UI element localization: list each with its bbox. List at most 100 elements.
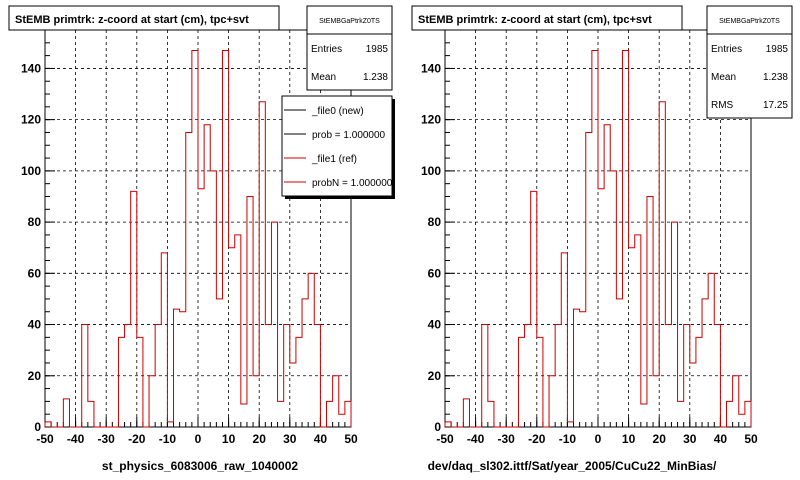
stats-value: 17.25 xyxy=(763,100,788,111)
histogram-bin xyxy=(247,196,253,427)
x-tick-label: 40 xyxy=(714,432,728,446)
histogram-bin xyxy=(482,325,488,427)
histogram-bin xyxy=(702,299,708,427)
stats-label: RMS xyxy=(711,100,734,111)
histogram-bin xyxy=(733,376,739,427)
left-histogram-panel: StEMB primtrk: z-coord at start (cm), tp… xyxy=(8,5,395,473)
histogram-bin xyxy=(222,50,228,427)
right-title-box xyxy=(411,5,683,31)
histogram-bin xyxy=(302,299,308,427)
right-plot-area: 0 20 40 60 80 100 120 140 -50 -40 -30 -20 -10 0 10 20 30… xyxy=(421,29,758,446)
x-tick-label: -20 xyxy=(128,432,146,446)
x-tick-label: 50 xyxy=(344,432,358,446)
y-tick-label: 80 xyxy=(428,215,442,229)
legend-entry: probN = 1.000000 xyxy=(312,178,393,189)
histogram-bin xyxy=(210,171,216,427)
histogram-bin xyxy=(174,309,180,427)
stats-value: 1985 xyxy=(766,44,789,55)
right-histogram-panel: StEMB primtrk: z-coord at start (cm), tp… xyxy=(411,5,793,473)
y-tick-label: 100 xyxy=(421,164,441,178)
histogram-bin xyxy=(684,325,690,427)
x-tick-label: -10 xyxy=(159,432,177,446)
histogram-bin xyxy=(327,401,333,427)
histogram-bin xyxy=(345,401,351,427)
x-tick-label: 0 xyxy=(595,432,602,446)
right-chart-title: StEMB primtrk: z-coord at start (cm), tp… xyxy=(418,14,652,26)
y-tick-label: 140 xyxy=(421,61,441,75)
histogram-bin xyxy=(616,299,622,427)
histogram-bin xyxy=(665,325,671,427)
histogram-bin xyxy=(727,401,733,427)
histogram-bin xyxy=(647,196,653,427)
x-tick-label: -10 xyxy=(559,432,577,446)
histogram-bin xyxy=(714,325,720,427)
stats-label: Entries xyxy=(311,44,342,55)
y-tick-label: 0 xyxy=(434,420,441,434)
y-tick-label: 20 xyxy=(428,369,442,383)
histogram-bin xyxy=(610,171,616,427)
y-tick-label: 20 xyxy=(28,369,42,383)
stats-box-title: StEMBGaPtrkZ0TS xyxy=(719,18,780,25)
histogram-bin xyxy=(561,253,567,427)
histogram-bin xyxy=(88,401,94,427)
histogram-bin xyxy=(678,401,684,427)
histogram-bin xyxy=(555,325,561,427)
histogram-bin xyxy=(241,404,247,427)
histogram-bin xyxy=(229,248,235,427)
stats-box-title: StEMBGaPtrkZ0TS xyxy=(319,18,380,25)
histogram-bin xyxy=(137,337,143,427)
histogram-bin xyxy=(333,376,339,427)
x-tick-label: -40 xyxy=(67,432,85,446)
x-tick-label: 20 xyxy=(653,432,667,446)
x-tick-label: 10 xyxy=(622,432,636,446)
legend-frame xyxy=(281,95,393,197)
stats-label: Entries xyxy=(711,44,742,55)
histogram-bin xyxy=(629,248,635,427)
stats-label: Mean xyxy=(711,72,736,83)
y-tick-label: 120 xyxy=(421,113,441,127)
histogram-bin xyxy=(567,422,573,427)
histogram-bin xyxy=(290,363,296,427)
legend-entry: _file1 (ref) xyxy=(311,154,357,165)
histogram-bin xyxy=(155,325,161,427)
histogram-bin xyxy=(63,399,69,427)
stats-label: Mean xyxy=(311,72,336,83)
histogram-bin xyxy=(265,325,271,427)
x-tick-label: 10 xyxy=(222,432,236,446)
histogram-bin xyxy=(574,309,580,427)
histogram-bin xyxy=(296,337,302,427)
y-tick-label: 60 xyxy=(28,266,42,280)
stats-box-frame xyxy=(706,5,793,119)
histogram-bin xyxy=(580,312,586,427)
histogram-bin xyxy=(284,325,290,427)
x-tick-label: 40 xyxy=(314,432,328,446)
stats-value: 1.238 xyxy=(763,72,788,83)
histogram-bin xyxy=(278,401,284,427)
histogram-bin xyxy=(739,414,745,427)
histogram-bin xyxy=(180,312,186,427)
x-tick-label: -20 xyxy=(528,432,546,446)
histogram-bin xyxy=(45,422,51,427)
right-x-axis-label: dev/daq_sl302.ittf/Sat/year_2005/CuCu22_… xyxy=(428,459,717,473)
legend-entry: _file0 (new) xyxy=(311,106,364,117)
y-tick-label: 140 xyxy=(21,61,41,75)
y-tick-label: 80 xyxy=(28,215,42,229)
histogram-bin xyxy=(314,325,320,427)
histogram-bin xyxy=(259,102,265,427)
histogram-bin xyxy=(445,422,451,427)
x-tick-label: 50 xyxy=(744,432,758,446)
histogram-bin xyxy=(131,191,137,427)
histogram-bin xyxy=(198,189,204,427)
histogram-bin xyxy=(604,125,610,427)
y-tick-label: 0 xyxy=(34,420,41,434)
histogram-bin xyxy=(537,337,543,427)
x-tick-label: 30 xyxy=(683,432,697,446)
histogram-bin xyxy=(525,325,531,427)
right-stats-box: StEMBGaPtrkZ0TS Entries 1985 Mean 1.238 RMS 17… xyxy=(706,5,793,119)
histogram-bin xyxy=(745,401,751,427)
x-tick-label: -30 xyxy=(98,432,116,446)
histogram-bin xyxy=(204,125,210,427)
histogram-bin xyxy=(192,50,198,427)
histogram-bin xyxy=(488,401,494,427)
